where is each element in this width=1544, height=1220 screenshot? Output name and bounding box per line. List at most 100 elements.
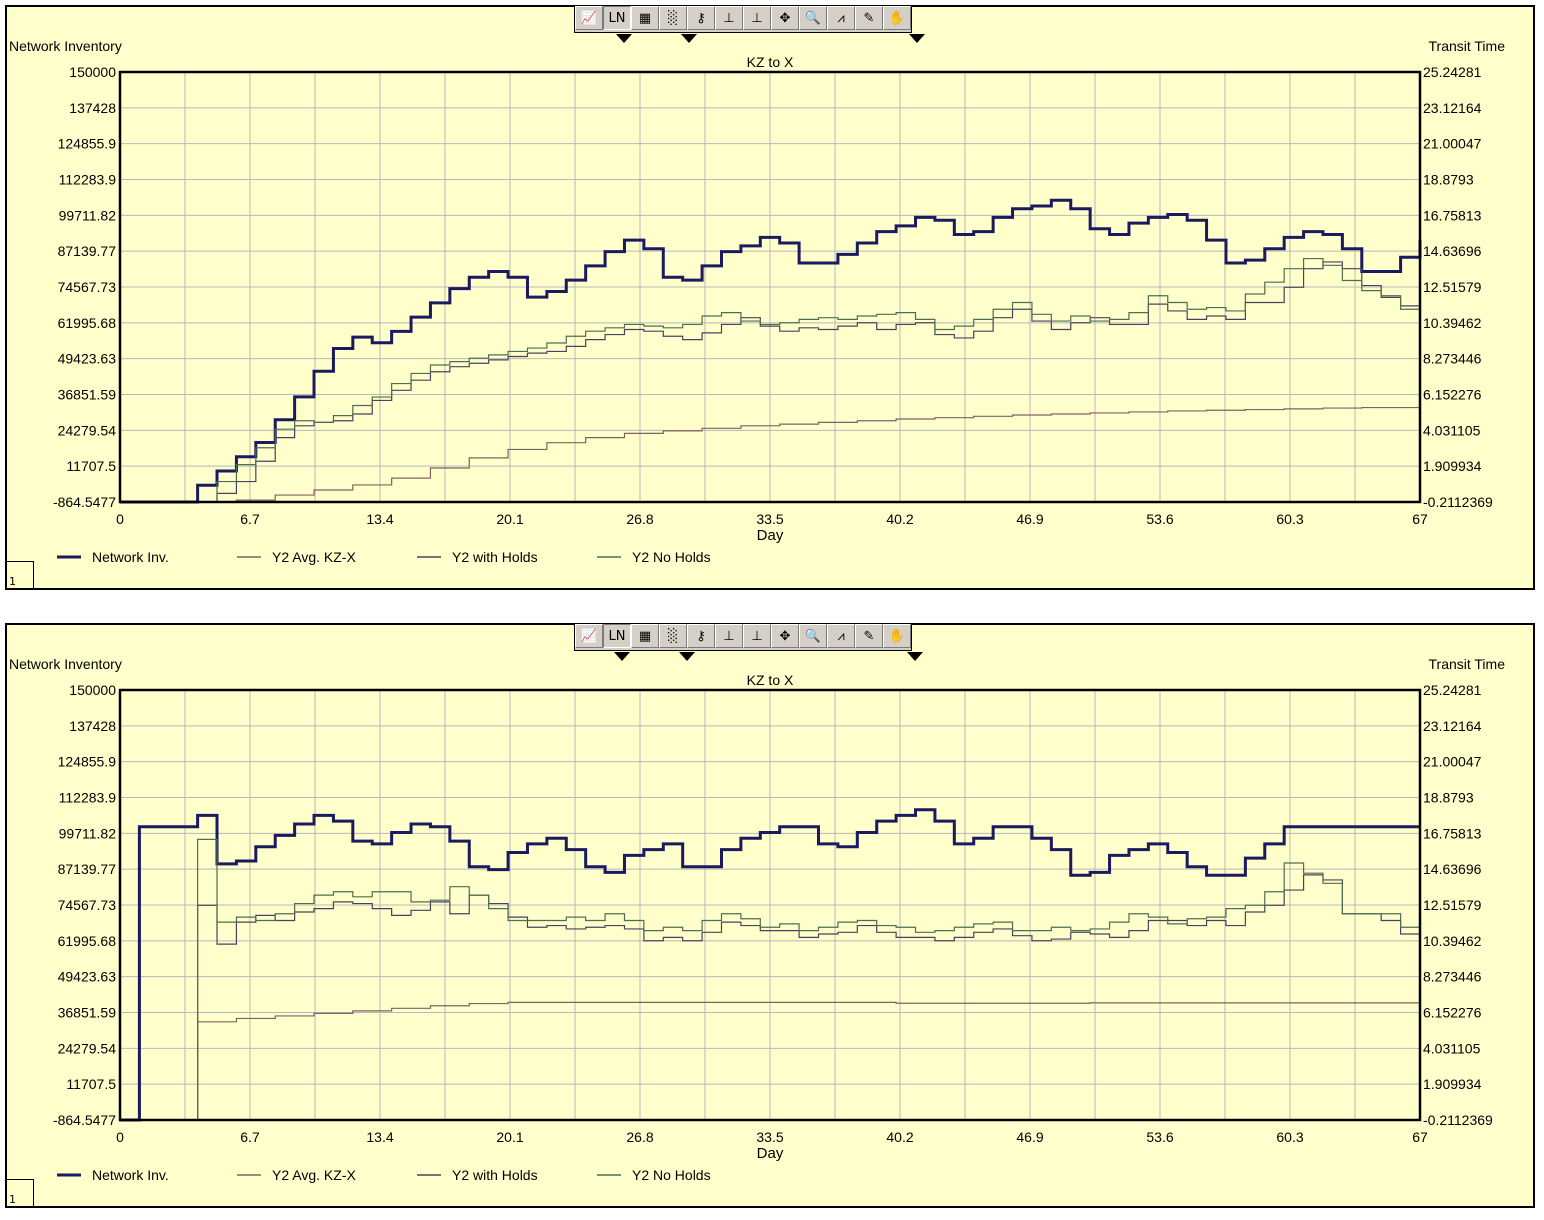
legend-label: Y2 No Holds — [632, 1167, 711, 1183]
y2-tick-label: 1.909934 — [1423, 1076, 1482, 1092]
y2-tick-label: 1.909934 — [1423, 458, 1482, 474]
y2-axis-label: Transit Time — [1429, 38, 1506, 54]
x-tick-label: 53.6 — [1146, 511, 1173, 527]
y-tick-label: 124855.9 — [58, 136, 117, 152]
line-icon[interactable]: LN — [603, 6, 631, 30]
panel-number-corner[interactable]: 1 — [7, 561, 34, 588]
y2-tick-label: -0.2112369 — [1423, 494, 1493, 510]
y-tick-label: 124855.9 — [58, 754, 117, 770]
y2-tick-label: 21.00047 — [1423, 136, 1482, 152]
y-tick-label: 74567.73 — [58, 279, 117, 295]
grid-icon[interactable]: ░ — [659, 624, 687, 648]
series-line-3 — [120, 838, 1421, 1121]
y-tick-label: -864.5477 — [53, 1112, 116, 1128]
zoom-icon[interactable]: 🔍 — [799, 6, 827, 30]
y2-tick-label: 23.12164 — [1423, 718, 1482, 734]
xy-scale-icon[interactable]: ✥ — [771, 624, 799, 648]
series-line-2 — [120, 261, 1421, 503]
toolbar-dropdown-arrow-icon[interactable] — [907, 652, 923, 661]
series-line-0 — [120, 808, 1420, 1122]
y-tick-label: 87139.77 — [58, 243, 117, 259]
legend-label: Y2 Avg. KZ-X — [272, 1167, 356, 1183]
y2-tick-label: 8.273446 — [1423, 969, 1482, 985]
chart-panel-1: 150000 137428 124855.9 112283.9 99711.82 8713… — [5, 5, 1535, 590]
panel-number: 1 — [9, 1193, 16, 1206]
y2-tick-label: 25.24281 — [1423, 682, 1482, 698]
legend-label: Y2 with Holds — [452, 549, 538, 565]
y2-tick-label: 8.273446 — [1423, 351, 1482, 367]
legend-label: Y2 No Holds — [632, 549, 711, 565]
toolbar-dropdown-arrow-icon[interactable] — [681, 34, 697, 43]
y2-tick-label: 4.031105 — [1423, 1040, 1481, 1056]
x-scale-icon[interactable]: ⊥ — [715, 624, 743, 648]
peak-icon[interactable]: ⩘ — [827, 624, 855, 648]
plot-frame — [118, 70, 1422, 504]
grid-icon[interactable]: ░ — [659, 6, 687, 30]
key-icon[interactable]: ⚷ — [687, 6, 715, 30]
x-axis-label: Day — [757, 527, 784, 544]
y-scale-icon[interactable]: ⊥ — [743, 624, 771, 648]
x-scale-icon[interactable]: ⊥ — [715, 6, 743, 30]
chart-toolbar: 📈 LN ▦ ░ ⚷ ⊥ ⊥ ✥ 🔍 ⩘ ✎ ✋ — [574, 623, 912, 651]
y2-tick-label: 18.8793 — [1423, 790, 1474, 806]
toolbar-dropdown-arrow-icon[interactable] — [614, 652, 630, 661]
line-icon[interactable]: LN — [603, 624, 631, 648]
x-tick-label: 0 — [116, 511, 124, 527]
y-tick-label: -864.5477 — [53, 494, 116, 510]
toolbar-dropdown-arrow-icon[interactable] — [616, 34, 632, 43]
legend-label: Network Inv. — [92, 1167, 169, 1183]
y-tick-label: 36851.59 — [58, 387, 117, 403]
y-axis-label: Network Inventory — [9, 656, 122, 672]
series-line-1 — [120, 1001, 1421, 1121]
x-axis-label: Day — [757, 1145, 784, 1162]
y-tick-label: 137428 — [69, 718, 116, 734]
legend-label: Y2 Avg. KZ-X — [272, 549, 356, 565]
table-icon[interactable]: ▦ — [631, 624, 659, 648]
x-tick-label: 6.7 — [240, 1129, 260, 1145]
table-icon[interactable]: ▦ — [631, 6, 659, 30]
x-tick-label: 13.4 — [366, 511, 393, 527]
y2-tick-label: 23.12164 — [1423, 100, 1482, 116]
y-tick-label: 24279.54 — [58, 1040, 117, 1056]
y2-tick-label: 4.031105 — [1423, 422, 1481, 438]
x-tick-label: 33.5 — [756, 511, 783, 527]
toolbar-dropdown-arrow-icon[interactable] — [909, 34, 925, 43]
y2-tick-label: 21.00047 — [1423, 754, 1482, 770]
y2-tick-label: 25.24281 — [1423, 64, 1482, 80]
y-axis-label: Network Inventory — [9, 38, 122, 54]
panel-number-corner[interactable]: 1 — [7, 1179, 34, 1206]
chart-title: KZ to X — [747, 672, 794, 688]
xy-scale-icon[interactable]: ✥ — [771, 6, 799, 30]
hand-icon[interactable]: ✋ — [883, 624, 911, 648]
chart-svg: 150000 137428 124855.9 112283.9 99711.82 8713… — [9, 38, 1506, 565]
y-scale-icon[interactable]: ⊥ — [743, 6, 771, 30]
x-tick-label: 60.3 — [1276, 511, 1303, 527]
y-tick-label: 61995.68 — [58, 315, 117, 331]
chart-toolbar: 📈 LN ▦ ░ ⚷ ⊥ ⊥ ✥ 🔍 ⩘ ✎ ✋ — [574, 5, 912, 33]
x-tick-label: 33.5 — [756, 1129, 783, 1145]
series-line-3 — [120, 257, 1421, 503]
toolbar-dropdown-arrow-icon[interactable] — [679, 652, 695, 661]
y-tick-label: 99711.82 — [59, 207, 117, 223]
y2-tick-label: 14.63696 — [1423, 243, 1482, 259]
x-tick-label: 0 — [116, 1129, 124, 1145]
legend-label: Y2 with Holds — [452, 1167, 538, 1183]
pencil-icon[interactable]: ✎ — [855, 624, 883, 648]
chart-icon[interactable]: 📈 — [575, 624, 603, 648]
chart-svg: 150000 137428 124855.9 112283.9 99711.82 8713… — [9, 656, 1505, 1183]
y-tick-label: 150000 — [69, 682, 116, 698]
x-tick-label: 67 — [1412, 1129, 1428, 1145]
y-tick-label: 11707.5 — [66, 458, 116, 474]
hand-icon[interactable]: ✋ — [883, 6, 911, 30]
panel-number: 1 — [9, 575, 16, 588]
pencil-icon[interactable]: ✎ — [855, 6, 883, 30]
key-icon[interactable]: ⚷ — [687, 624, 715, 648]
x-tick-label: 60.3 — [1276, 1129, 1303, 1145]
y2-tick-label: 10.39462 — [1423, 933, 1482, 949]
peak-icon[interactable]: ⩘ — [827, 6, 855, 30]
chart-icon[interactable]: 📈 — [575, 6, 603, 30]
plot-frame — [118, 688, 1422, 1122]
zoom-icon[interactable]: 🔍 — [799, 624, 827, 648]
y-tick-label: 99711.82 — [59, 825, 117, 841]
x-tick-label: 26.8 — [626, 1129, 653, 1145]
